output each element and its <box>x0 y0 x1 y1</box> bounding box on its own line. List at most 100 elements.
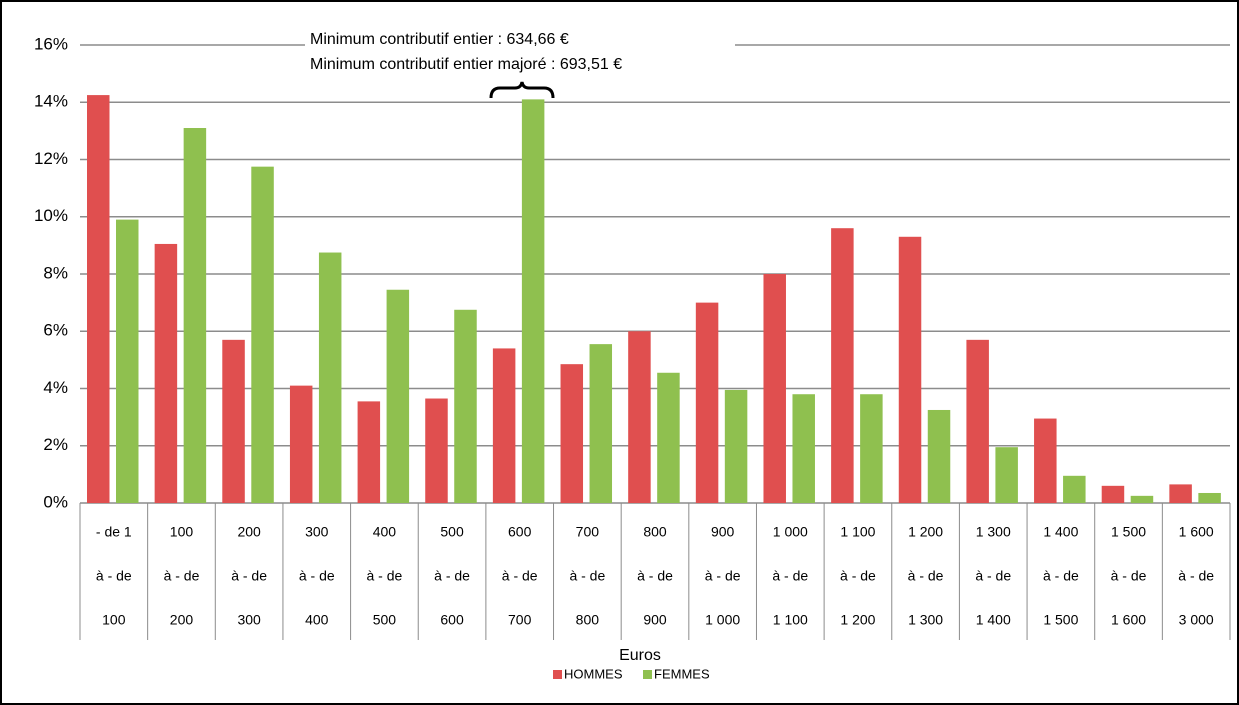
bar <box>1169 484 1192 503</box>
bar <box>589 344 613 503</box>
bar <box>657 372 680 503</box>
y-tick-label: 12% <box>34 149 68 168</box>
x-tick-label: à - de <box>637 568 673 584</box>
axis: 0% 2% 4% 6% 8% 10% 12% 14% 16% - de 1 à - de 100 100… <box>34 34 1231 640</box>
bar <box>318 252 342 503</box>
y-tick-label: 0% <box>43 492 68 511</box>
x-tick-label: 200 <box>237 524 261 540</box>
x-tick-label: à - de <box>164 568 200 584</box>
bar <box>1198 492 1221 503</box>
x-tick-label: - de 1 <box>96 524 132 540</box>
x-tick-label: 700 <box>576 524 600 540</box>
legend-label: HOMMES <box>564 666 623 681</box>
x-tick-label: 1 000 <box>705 612 740 628</box>
x-tick-label: à - de <box>1043 568 1079 584</box>
bar <box>1063 475 1086 503</box>
x-tick-label: 1 600 <box>1179 524 1214 540</box>
y-tick-label: 4% <box>43 378 68 397</box>
bar <box>521 99 545 503</box>
bar <box>1101 485 1125 503</box>
legend-swatch <box>643 670 652 679</box>
bar <box>898 236 922 503</box>
bar <box>763 274 786 503</box>
bar <box>425 398 448 503</box>
x-tick-label: 1 500 <box>1043 612 1078 628</box>
bar <box>183 128 207 503</box>
bar <box>792 394 815 503</box>
brace <box>489 81 555 99</box>
bar <box>251 166 274 503</box>
x-tick-label: à - de <box>96 568 132 584</box>
x-tick-label: à - de <box>1111 568 1147 584</box>
bar <box>492 348 516 503</box>
annotation: Minimum contributif entier : 634,66 € <box>310 31 569 48</box>
x-tick-label: 800 <box>643 524 667 540</box>
x-tick-label: à - de <box>231 568 267 584</box>
x-tick-label: 1 000 <box>773 524 808 540</box>
x-tick-label: 1 200 <box>908 524 943 540</box>
bar <box>386 289 410 503</box>
bar <box>1130 495 1154 503</box>
x-tick-label: 600 <box>508 524 532 540</box>
x-tick-label: 900 <box>711 524 735 540</box>
x-tick-label: 1 100 <box>840 524 875 540</box>
y-tick-label: 8% <box>43 263 68 282</box>
y-tick-label: 10% <box>34 206 68 225</box>
x-tick-label: à - de <box>434 568 470 584</box>
bar <box>995 447 1018 503</box>
bar <box>695 302 719 503</box>
x-tick-label: à - de <box>1178 568 1214 584</box>
bar <box>966 339 989 503</box>
bar <box>357 401 381 503</box>
bar <box>831 228 854 503</box>
x-tick-label: 1 400 <box>1043 524 1078 540</box>
x-tick-label: 600 <box>440 612 464 628</box>
x-tick-label: 1 500 <box>1111 524 1146 540</box>
bar <box>87 95 110 503</box>
x-tick-label: 300 <box>305 524 329 540</box>
x-tick-label: 100 <box>170 524 194 540</box>
legend-label: FEMMES <box>654 666 710 681</box>
bars <box>87 95 1221 504</box>
bar <box>454 309 477 503</box>
x-axis-label: Euros <box>619 647 661 664</box>
x-tick-label: à - de <box>908 568 944 584</box>
x-tick-label: 1 100 <box>773 612 808 628</box>
x-tick-label: 800 <box>576 612 600 628</box>
x-tick-label: 1 600 <box>1111 612 1146 628</box>
bar <box>1034 418 1057 503</box>
legend-swatch <box>553 670 562 679</box>
x-tick-label: à - de <box>569 568 605 584</box>
bar <box>560 364 584 503</box>
x-tick-label: à - de <box>367 568 403 584</box>
x-tick-label: 1 300 <box>976 524 1011 540</box>
x-tick-label: à - de <box>840 568 876 584</box>
x-tick-label: 200 <box>170 612 194 628</box>
bar <box>116 219 139 504</box>
x-tick-label: 100 <box>102 612 126 628</box>
bar <box>222 339 245 503</box>
y-tick-label: 14% <box>34 92 68 111</box>
bar <box>860 394 883 503</box>
x-tick-label: à - de <box>975 568 1011 584</box>
bar <box>724 389 748 503</box>
y-tick-label: 2% <box>43 435 68 454</box>
bar <box>154 243 178 503</box>
x-tick-label: 3 000 <box>1179 612 1214 628</box>
x-tick-label: 1 200 <box>840 612 875 628</box>
x-tick-label: 500 <box>440 524 464 540</box>
x-tick-label: 300 <box>237 612 261 628</box>
bar <box>289 385 313 503</box>
bar <box>927 409 951 503</box>
x-tick-label: 1 400 <box>976 612 1011 628</box>
x-tick-label: 700 <box>508 612 532 628</box>
x-tick-label: à - de <box>502 568 538 584</box>
x-tick-label: 400 <box>305 612 329 628</box>
x-tick-label: 400 <box>373 524 397 540</box>
annotation: Minimum contributif entier majoré : 693,… <box>310 56 622 73</box>
x-tick-label: à - de <box>772 568 808 584</box>
bar <box>628 331 651 503</box>
x-tick-label: à - de <box>705 568 741 584</box>
